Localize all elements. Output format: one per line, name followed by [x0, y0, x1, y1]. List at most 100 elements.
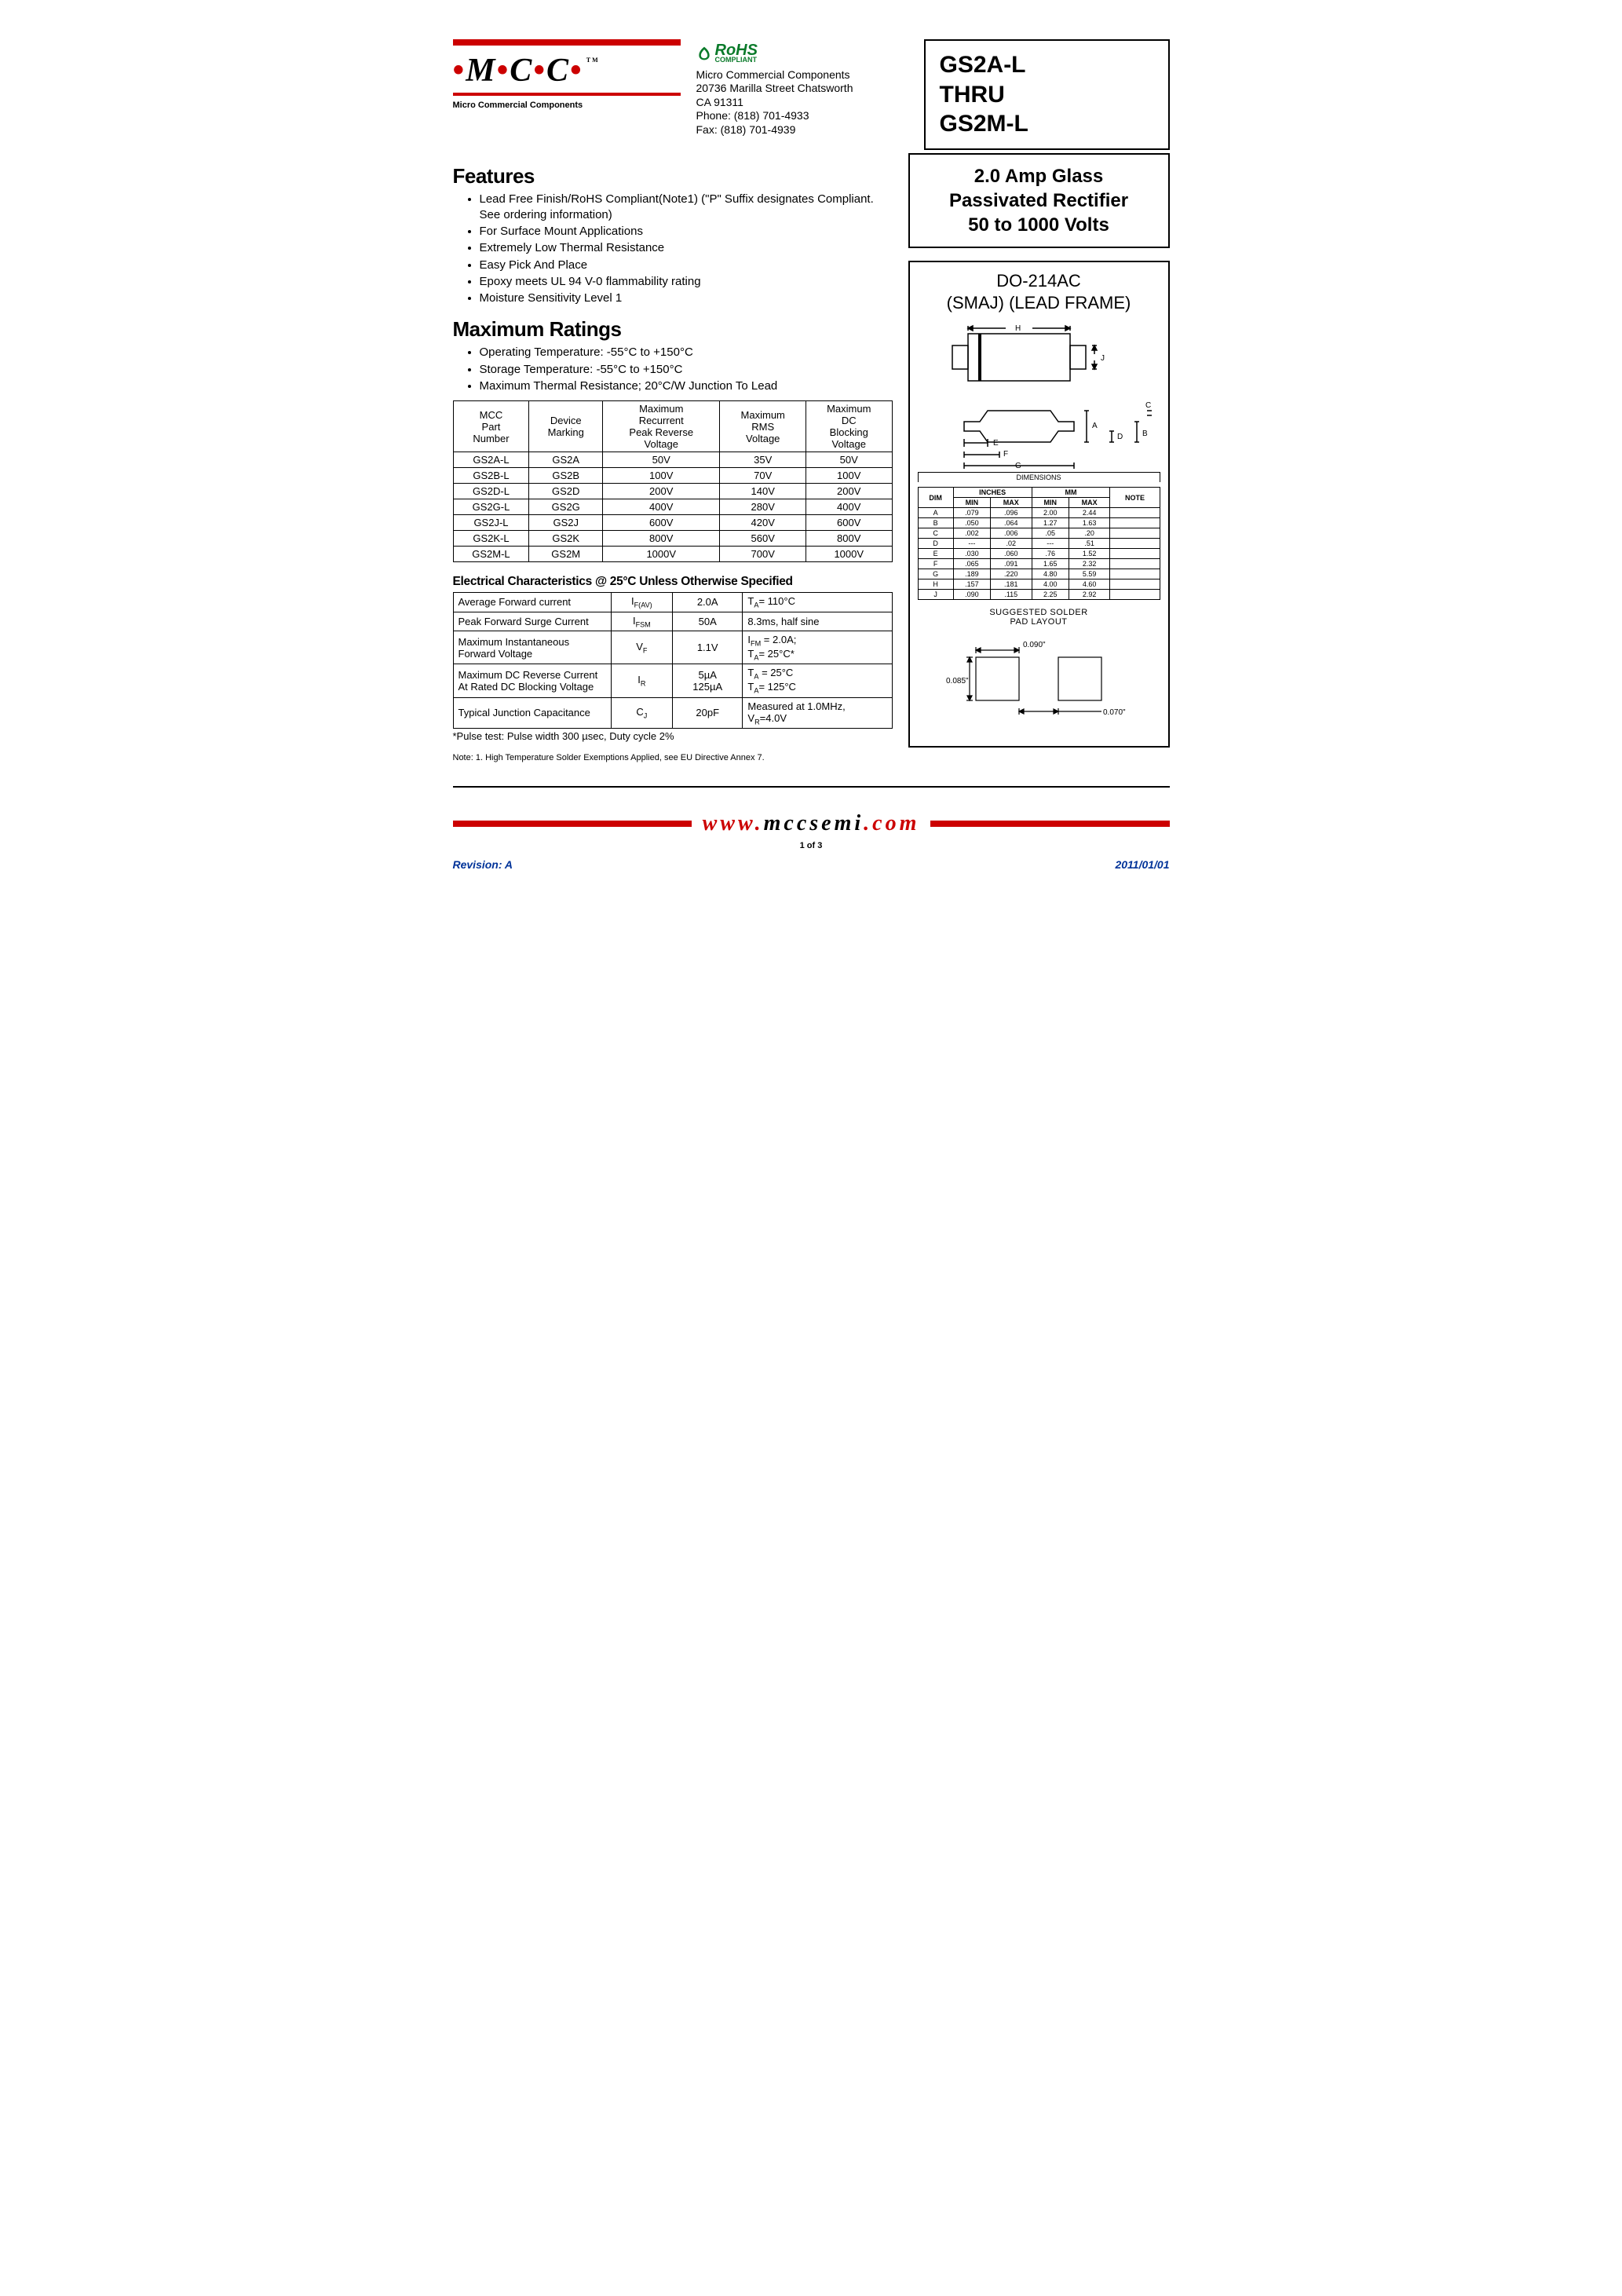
- ratings-cell: 560V: [720, 531, 806, 547]
- leaf-icon: [696, 46, 712, 61]
- dims-cell: 2.92: [1069, 590, 1110, 600]
- ratings-row: GS2G-LGS2G400V280V400V: [453, 499, 892, 515]
- ec-param: Typical Junction Capacitance: [453, 697, 611, 729]
- company-phone: Phone: (818) 701-4933: [696, 109, 901, 123]
- dims-cell: 1.65: [1032, 559, 1069, 569]
- desc-line: 2.0 Amp Glass: [924, 164, 1154, 188]
- ratings-cell: GS2J: [529, 515, 603, 531]
- ratings-cell: 200V: [603, 484, 720, 499]
- svg-text:A: A: [1092, 422, 1098, 430]
- dims-cell: ---: [1032, 539, 1069, 549]
- company-name: Micro Commercial Components: [696, 68, 901, 82]
- revision-label: Revision: A: [453, 858, 513, 871]
- pkg-line1: DO-214AC: [996, 271, 1081, 291]
- dims-cell: .065: [953, 559, 990, 569]
- ratings-cell: 35V: [720, 452, 806, 468]
- body-row: Features Lead Free Finish/RoHS Compliant…: [453, 153, 1170, 763]
- dims-cell: 1.63: [1069, 518, 1110, 528]
- dims-cell: .157: [953, 579, 990, 590]
- ratings-cell: 280V: [720, 499, 806, 515]
- dims-cell: [1110, 539, 1160, 549]
- dims-cell: .181: [991, 579, 1032, 590]
- solder-line2: PAD LAYOUT: [1010, 617, 1067, 627]
- dims-h: MAX: [1069, 498, 1110, 508]
- dimensions-title: DIMENSIONS: [918, 472, 1160, 482]
- features-heading: Features: [453, 164, 893, 188]
- url-suffix: .com: [864, 811, 919, 835]
- ratings-cell: GS2D: [529, 484, 603, 499]
- svg-text:F: F: [1003, 450, 1008, 459]
- dims-cell: .20: [1069, 528, 1110, 539]
- header-row: •M•C•C•TM Micro Commercial Components Ro…: [453, 39, 1170, 150]
- feature-item: For Surface Mount Applications: [480, 224, 893, 239]
- logo-letter: C: [546, 53, 570, 89]
- ec-cond: 8.3ms, half sine: [743, 612, 892, 631]
- ratings-cell: 1000V: [806, 547, 892, 562]
- dims-row: B.050.0641.271.63: [918, 518, 1160, 528]
- maxrating-item: Storage Temperature: -55°C to +150°C: [480, 362, 893, 378]
- ec-row: Peak Forward Surge CurrentIFSM50A8.3ms, …: [453, 612, 892, 631]
- dims-cell: J: [918, 590, 953, 600]
- page-number: 1 of 3: [453, 841, 1170, 850]
- ratings-col-header: MaximumRMSVoltage: [720, 401, 806, 452]
- title-line: GS2A-L: [940, 50, 1154, 80]
- dims-cell: 2.44: [1069, 508, 1110, 518]
- logo-block: •M•C•C•TM Micro Commercial Components: [453, 39, 681, 110]
- dims-cell: [1110, 528, 1160, 539]
- ratings-cell: 50V: [806, 452, 892, 468]
- dims-cell: .02: [991, 539, 1032, 549]
- logo-dot: •: [497, 53, 510, 89]
- ec-row: Typical Junction CapacitanceCJ20pFMeasur…: [453, 697, 892, 729]
- svg-text:E: E: [993, 439, 999, 448]
- revision-row: Revision: A 2011/01/01: [453, 858, 1170, 871]
- dims-cell: C: [918, 528, 953, 539]
- ec-param: Maximum Instantaneous Forward Voltage: [453, 631, 611, 664]
- solder-line1: SUGGESTED SOLDER: [989, 608, 1087, 617]
- part-title-box: GS2A-L THRU GS2M-L: [924, 39, 1170, 150]
- logo-dot: •: [533, 53, 546, 89]
- description-box: 2.0 Amp Glass Passivated Rectifier 50 to…: [908, 153, 1170, 249]
- dims-cell: .51: [1069, 539, 1110, 549]
- dims-cell: 2.32: [1069, 559, 1110, 569]
- url-bar-right: [930, 821, 1169, 827]
- dims-h: MIN: [1032, 498, 1069, 508]
- ratings-cell: 800V: [806, 531, 892, 547]
- dims-cell: G: [918, 569, 953, 579]
- ec-value: 1.1V: [672, 631, 742, 664]
- logo-top-bar: [453, 39, 681, 46]
- maxrating-item: Operating Temperature: -55°C to +150°C: [480, 345, 893, 360]
- left-content: Features Lead Free Finish/RoHS Compliant…: [453, 153, 893, 763]
- ratings-cell: GS2K: [529, 531, 603, 547]
- svg-text:G: G: [1015, 462, 1021, 469]
- dims-cell: .096: [991, 508, 1032, 518]
- ratings-cell: GS2M: [529, 547, 603, 562]
- solder-title: SUGGESTED SOLDER PAD LAYOUT: [918, 608, 1160, 627]
- logo-bottom-bar: [453, 93, 681, 96]
- dims-cell: 2.25: [1032, 590, 1069, 600]
- dims-cell: 4.60: [1069, 579, 1110, 590]
- ec-cond: TA = 25°CTA= 125°C: [743, 664, 892, 697]
- ec-param: Average Forward current: [453, 593, 611, 612]
- max-ratings-list: Operating Temperature: -55°C to +150°C St…: [453, 345, 893, 394]
- ec-symbol: IFSM: [611, 612, 672, 631]
- dims-cell: A: [918, 508, 953, 518]
- package-drawing: H J F E G A D B C: [921, 320, 1156, 469]
- ratings-cell: GS2B-L: [453, 468, 529, 484]
- dims-cell: .060: [991, 549, 1032, 559]
- ratings-cell: 600V: [806, 515, 892, 531]
- dims-cell: [1110, 508, 1160, 518]
- ec-symbol: CJ: [611, 697, 672, 729]
- ratings-row: GS2M-LGS2M1000V700V1000V: [453, 547, 892, 562]
- dimensions-table: DIMINCHESMMNOTEMINMAXMINMAXA.079.0962.00…: [918, 487, 1160, 600]
- right-column: GS2A-L THRU GS2M-L: [924, 39, 1170, 150]
- dims-cell: 4.00: [1032, 579, 1069, 590]
- desc-line: 50 to 1000 Volts: [924, 213, 1154, 237]
- ratings-cell: GS2D-L: [453, 484, 529, 499]
- svg-text:B: B: [1142, 430, 1148, 438]
- ratings-cell: 400V: [603, 499, 720, 515]
- dims-cell: B: [918, 518, 953, 528]
- logo-subtitle: Micro Commercial Components: [453, 101, 681, 110]
- svg-text:0.085": 0.085": [946, 677, 969, 686]
- ec-value: 20pF: [672, 697, 742, 729]
- dims-cell: ---: [953, 539, 990, 549]
